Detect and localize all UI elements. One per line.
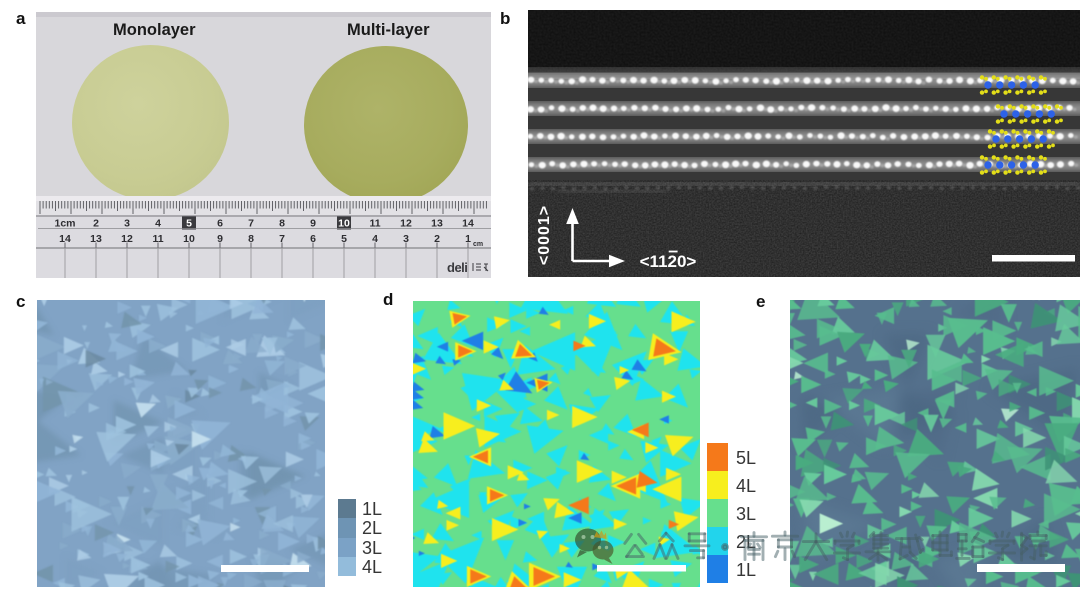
svg-text:5: 5 — [186, 218, 192, 230]
svg-text:3: 3 — [403, 233, 409, 245]
svg-text:7: 7 — [248, 218, 254, 230]
svg-text:11: 11 — [152, 233, 163, 245]
svg-text:1cm: 1cm — [54, 218, 75, 230]
svg-text:13: 13 — [431, 218, 443, 230]
svg-text:13: 13 — [90, 233, 102, 245]
svg-text:cm: cm — [473, 241, 483, 248]
svg-text:2: 2 — [93, 218, 99, 230]
svg-text:9: 9 — [217, 233, 223, 245]
svg-text:6: 6 — [217, 218, 223, 230]
svg-text:8: 8 — [248, 233, 254, 245]
svg-text:8: 8 — [279, 218, 285, 230]
svg-text:7: 7 — [279, 233, 285, 245]
svg-text:3: 3 — [124, 218, 130, 230]
svg-text:10: 10 — [183, 233, 195, 245]
svg-text:<0001>: <0001> — [536, 205, 553, 265]
svg-text:9: 9 — [310, 218, 316, 230]
svg-text:4: 4 — [372, 233, 378, 245]
svg-text:10: 10 — [338, 218, 350, 230]
svg-text:deli: deli — [447, 260, 467, 275]
svg-text:11: 11 — [369, 218, 380, 230]
svg-text:6: 6 — [310, 233, 316, 245]
svg-text:4: 4 — [155, 218, 161, 230]
svg-text:<1120>: <1120> — [640, 252, 697, 271]
svg-text:2: 2 — [434, 233, 440, 245]
svg-text:12: 12 — [400, 218, 412, 230]
svg-text:14: 14 — [59, 233, 71, 245]
svg-text:14: 14 — [462, 218, 474, 230]
svg-text:1: 1 — [465, 233, 471, 245]
svg-text:5: 5 — [341, 233, 347, 245]
svg-text:12: 12 — [121, 233, 133, 245]
